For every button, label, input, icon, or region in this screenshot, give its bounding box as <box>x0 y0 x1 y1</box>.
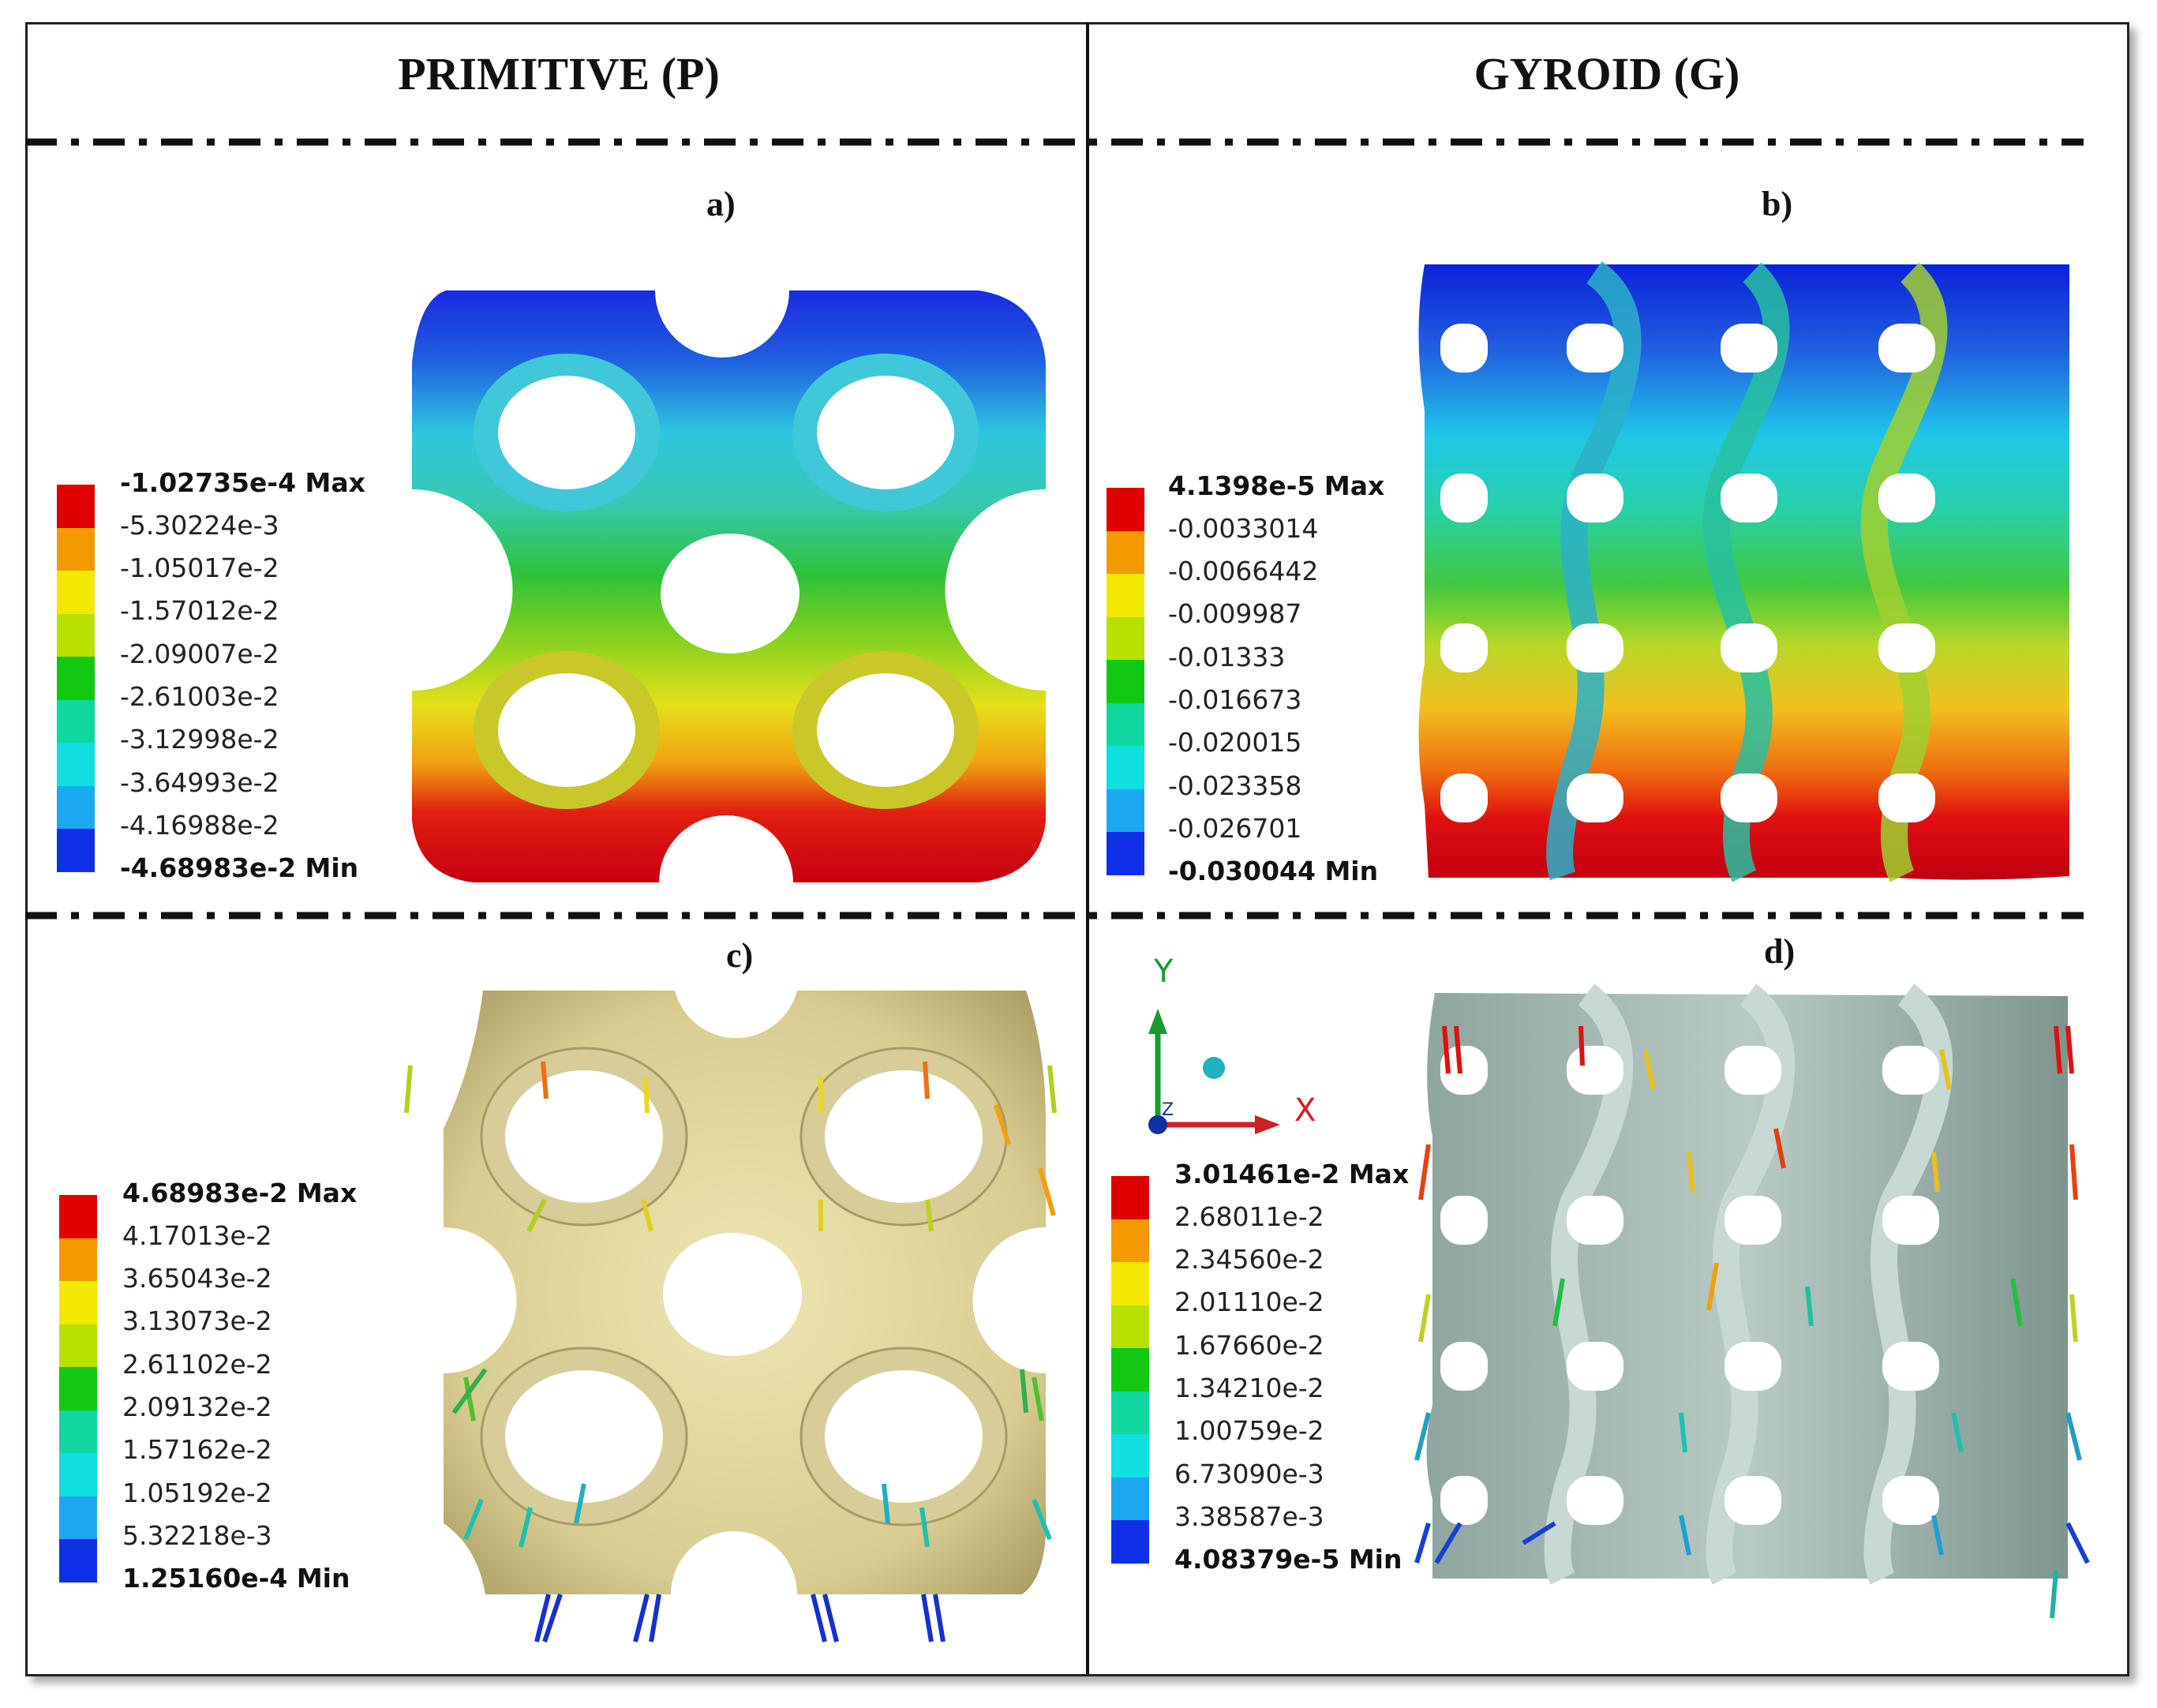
panel-label-d: d) <box>1764 932 1796 971</box>
legend-a-colorbar <box>57 485 95 872</box>
gyroid-vector-model <box>1414 983 2090 1619</box>
legend-d-level: 2.34560e-2 <box>1174 1244 1324 1275</box>
panel-label-a: a) <box>706 185 736 223</box>
legend-c-level: 1.57162e-2 <box>122 1434 272 1465</box>
panel-label-c: c) <box>726 936 754 975</box>
primitive-vector-model <box>404 991 1057 1642</box>
header-primitive: PRIMITIVE (P) <box>398 48 720 99</box>
legend-c-colorbar <box>59 1195 97 1583</box>
legend-a-level: -4.16988e-2 <box>120 810 279 841</box>
legend-c-max: 4.68983e-2 Max <box>122 1178 358 1208</box>
legend-c-level: 5.32218e-3 <box>122 1520 272 1551</box>
legend-d-level: 2.68011e-2 <box>1174 1201 1324 1232</box>
legend-d-level: 2.01110e-2 <box>1174 1287 1324 1317</box>
coordinate-triad <box>1148 1009 1280 1134</box>
legend-a-level: -2.09007e-2 <box>120 639 279 669</box>
legend-c-level: 3.13073e-2 <box>122 1305 272 1336</box>
legend-b-level: -0.023358 <box>1168 770 1302 801</box>
legend-c-min: 1.25160e-4 Min <box>122 1563 350 1594</box>
legend-d-min: 4.08379e-5 Min <box>1174 1544 1402 1575</box>
legend-b-max: 4.1398e-5 Max <box>1168 470 1385 501</box>
legend-a-level: -3.12998e-2 <box>120 724 279 755</box>
legend-b-level: -0.0033014 <box>1168 513 1319 544</box>
legend-d-level: 3.38587e-3 <box>1174 1501 1324 1532</box>
axis-y-label: Y <box>1154 953 1174 990</box>
legend-a-min: -4.68983e-2 Min <box>120 852 359 883</box>
legend-c-level: 4.17013e-2 <box>122 1220 272 1251</box>
legend-a-max: -1.02735e-4 Max <box>120 467 365 498</box>
column-divider <box>1086 22 1089 1674</box>
legend-b-level: -0.016673 <box>1168 684 1302 715</box>
legend-a-level: -1.57012e-2 <box>120 595 279 626</box>
primitive-deformation-model <box>412 290 1046 882</box>
axis-x-label: X <box>1294 1092 1316 1129</box>
legend-d-max: 3.01461e-2 Max <box>1174 1159 1410 1189</box>
legend-a-level: -3.64993e-2 <box>120 767 279 798</box>
legend-d-level: 1.00759e-2 <box>1174 1415 1324 1446</box>
panel-label-b: b) <box>1762 185 1793 223</box>
legend-d-colorbar <box>1111 1176 1149 1564</box>
legend-c-level: 3.65043e-2 <box>122 1263 272 1294</box>
legend-b-colorbar <box>1107 488 1144 875</box>
legend-d-level: 6.73090e-3 <box>1174 1459 1324 1489</box>
legend-b-level: -0.026701 <box>1168 813 1302 844</box>
legend-c-level: 2.61102e-2 <box>122 1349 272 1380</box>
legend-a-level: -1.05017e-2 <box>120 552 279 583</box>
legend-d-level: 1.67660e-2 <box>1174 1330 1324 1361</box>
legend-b-min: -0.030044 Min <box>1168 856 1379 886</box>
legend-b-level: -0.020015 <box>1168 727 1302 758</box>
legend-a-level: -5.30224e-3 <box>120 510 279 541</box>
legend-c-level: 1.05192e-2 <box>122 1478 272 1508</box>
header-gyroid: GYROID (G) <box>1474 48 1740 99</box>
axis-z-label: Z <box>1162 1100 1174 1120</box>
legend-b-level: -0.009987 <box>1168 598 1302 629</box>
gyroid-deformation-model <box>1418 261 2069 882</box>
legend-a-level: -2.61003e-2 <box>120 681 279 712</box>
legend-d-level: 1.34210e-2 <box>1174 1373 1324 1403</box>
legend-b-level: -0.0066442 <box>1168 556 1319 586</box>
legend-c-level: 2.09132e-2 <box>122 1391 272 1422</box>
legend-b-level: -0.01333 <box>1168 642 1286 672</box>
